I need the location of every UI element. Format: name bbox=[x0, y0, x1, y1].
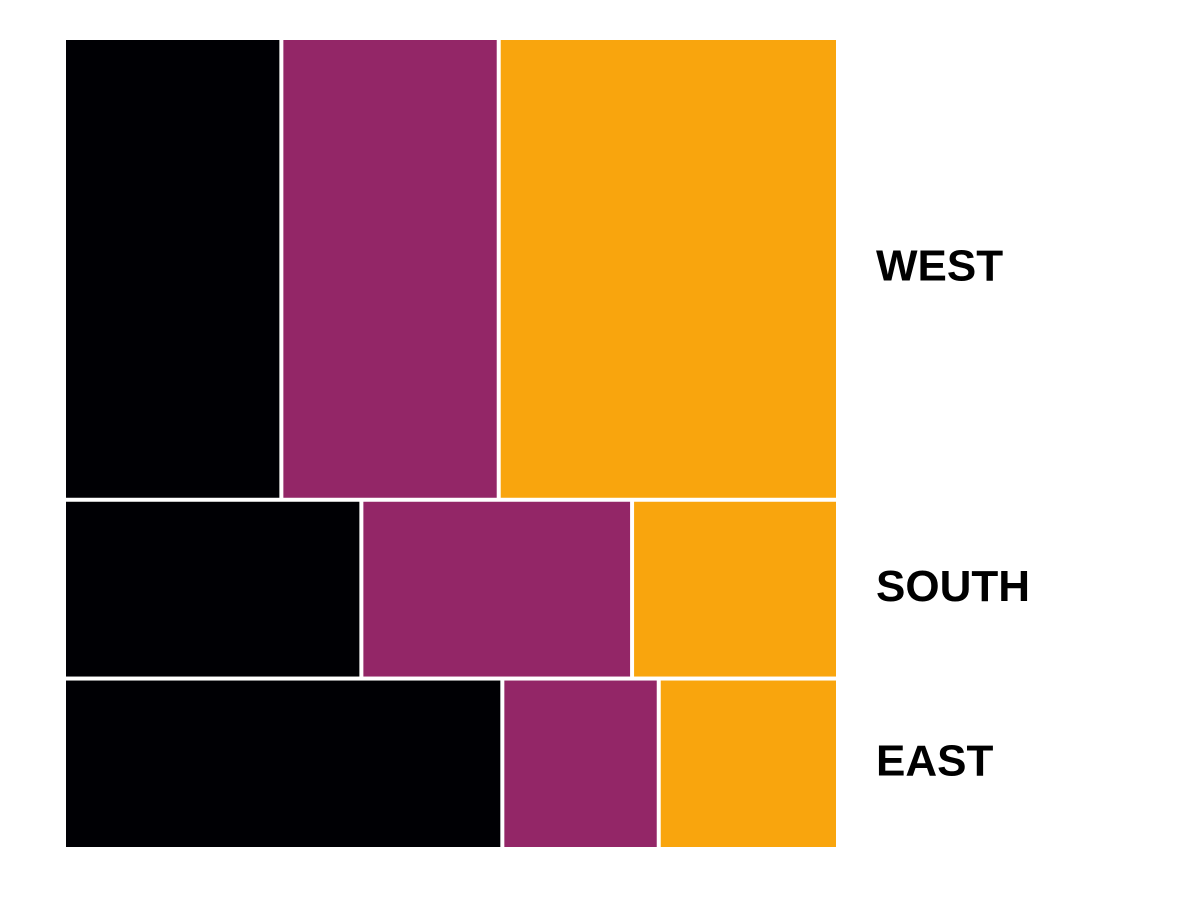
mosaic-tile-west-2 bbox=[283, 40, 497, 498]
row-labels: WEST SOUTH EAST bbox=[876, 242, 1030, 786]
row-label-west: WEST bbox=[876, 242, 1003, 291]
mosaic-tiles bbox=[66, 40, 836, 847]
mosaic-tile-east-1 bbox=[66, 680, 501, 847]
mosaic-tile-west-1 bbox=[66, 40, 280, 498]
mosaic-tile-west-3 bbox=[500, 40, 836, 498]
mosaic-tile-east-2 bbox=[504, 680, 657, 847]
row-label-south: SOUTH bbox=[876, 562, 1030, 611]
mosaic-tile-south-3 bbox=[634, 501, 836, 677]
row-label-east: EAST bbox=[876, 736, 993, 785]
mosaic-tile-south-2 bbox=[363, 501, 631, 677]
mosaic-tile-south-1 bbox=[66, 501, 360, 677]
mosaic-tile-east-3 bbox=[660, 680, 836, 847]
